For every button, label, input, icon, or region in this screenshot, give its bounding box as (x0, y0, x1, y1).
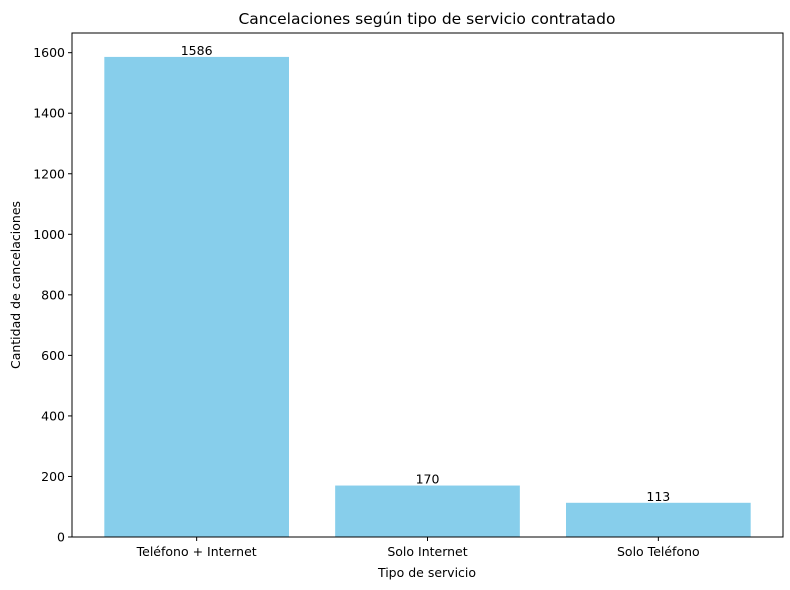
bars-layer (104, 56, 751, 537)
chart-title: Cancelaciones según tipo de servicio con… (238, 10, 615, 28)
y-tick-label-7: 1400 (33, 106, 65, 121)
x-axis: Teléfono + Internet Solo Internet Solo Tel… (136, 537, 700, 559)
y-axis-label: Cantidad de cancelaciones (8, 201, 23, 369)
y-tick-label-3: 600 (41, 348, 65, 363)
x-tick-label-2: Solo Teléfono (617, 544, 700, 559)
data-label-2: 113 (646, 489, 670, 504)
bar-0 (104, 56, 289, 537)
bar-1 (335, 485, 520, 537)
y-tick-label-6: 1200 (33, 166, 65, 181)
y-tick-label-5: 1000 (33, 227, 65, 242)
data-label-0: 1586 (181, 43, 213, 58)
y-tick-label-4: 800 (41, 287, 65, 302)
bar-2 (566, 502, 751, 537)
y-axis: 0 200 400 600 800 1000 1200 1400 1600 (33, 45, 72, 545)
data-label-1: 170 (416, 472, 440, 487)
x-tick-label-0: Teléfono + Internet (136, 544, 257, 559)
y-tick-label-1: 200 (41, 469, 65, 484)
plot-frame (71, 32, 784, 538)
data-labels-layer: 1586 170 113 (181, 43, 671, 504)
y-tick-label-0: 0 (57, 530, 65, 545)
x-axis-label: Tipo de servicio (377, 565, 476, 580)
y-tick-label-8: 1600 (33, 45, 65, 60)
x-tick-label-1: Solo Internet (387, 544, 467, 559)
y-tick-label-2: 400 (41, 408, 65, 423)
